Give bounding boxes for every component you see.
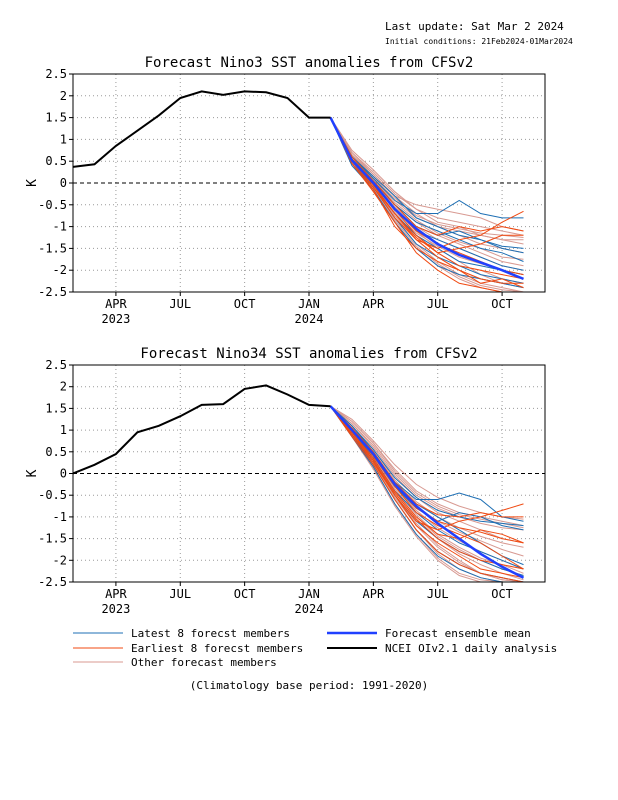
x-tick-label: APR [105,587,127,601]
other-member-line [330,117,524,241]
latest-member-line [330,117,524,284]
earliest-member-line [330,405,524,570]
x-tick-label: JUL [169,587,191,601]
other-member-line [330,117,524,236]
chart-title: Forecast Nino3 SST anomalies from CFSv2 [145,55,474,71]
y-tick-label: -2 [53,263,67,277]
other-member-line [330,405,524,527]
y-tick-label: 2 [60,89,67,103]
latest-member-line [330,117,524,254]
y-tick-label: -2 [53,553,67,567]
x-tick-label: OCT [491,297,513,311]
x-tick-label: JUL [169,297,191,311]
y-axis-label: K [25,179,40,187]
latest-member-line [330,405,524,522]
x-tick-year-label: 2023 [101,602,130,616]
x-tick-label: JUL [427,587,449,601]
y-tick-label: -0.5 [38,488,67,502]
other-member-line [330,117,524,292]
y-tick-label: -0.5 [38,198,67,212]
x-tick-year-label: 2023 [101,312,130,326]
latest-member-line [330,117,524,249]
legend-label: Earliest 8 forecst members [131,642,303,655]
chart-panel-2: Forecast Nino34 SST anomalies from CFSv2… [25,346,546,616]
last-update-text: Last update: Sat Mar 2 2024 [385,20,564,33]
y-tick-label: -2.5 [38,575,67,589]
chart-title: Forecast Nino34 SST anomalies from CFSv2 [140,346,477,362]
other-member-line [330,117,524,232]
observed-analysis-line [73,384,331,475]
x-tick-label: JAN [298,587,320,601]
y-tick-label: 2.5 [45,67,67,81]
legend-label: Forecast ensemble mean [385,627,531,640]
chart-panel-1: Forecast Nino3 SST anomalies from CFSv2 2… [25,55,546,326]
y-tick-label: -1 [53,510,67,524]
other-member-line [330,117,524,254]
earliest-member-line [330,405,524,579]
y-axis-label: K [25,469,40,477]
y-tick-label: -1.5 [38,532,67,546]
other-member-line [330,117,524,292]
y-tick-label: -1 [53,220,67,234]
x-tick-label: APR [363,587,385,601]
latest-member-line [330,405,524,582]
legend: Latest 8 forecst members Earliest 8 forec… [73,627,557,669]
earliest-member-line [330,117,524,292]
y-tick-label: 0.5 [45,154,67,168]
legend-entry: Other forecast members [73,656,277,669]
initial-conditions-text: Initial conditions: 21Feb2024-01Mar2024 [385,37,573,46]
y-tick-label: 0 [60,467,67,481]
latest-member-line [330,405,524,570]
x-tick-label: JUL [427,297,449,311]
y-tick-label: 1.5 [45,401,67,415]
earliest-member-line [330,117,524,236]
earliest-member-line [330,405,524,518]
legend-label: Other forecast members [131,656,277,669]
ensemble-mean-line [329,405,525,579]
other-member-line [330,117,524,238]
latest-member-line [330,117,524,219]
y-tick-label: 1 [60,132,67,146]
y-tick-label: 0 [60,176,67,190]
y-tick-label: -2.5 [38,285,67,299]
x-tick-label: OCT [234,297,256,311]
observed-analysis-line [73,90,331,168]
earliest-member-line [330,405,524,582]
earliest-member-line [330,117,524,289]
y-tick-label: -1.5 [38,241,67,255]
earliest-member-line [330,117,524,254]
y-tick-label: 1.5 [45,111,67,125]
y-tick-label: 1 [60,423,67,437]
x-tick-label: APR [363,297,385,311]
x-tick-label: JAN [298,297,320,311]
climatology-note: (Climatology base period: 1991-2020) [189,679,429,692]
x-tick-label: APR [105,297,127,311]
series-group [73,90,524,292]
legend-entry: Latest 8 forecst members [73,627,290,640]
x-tick-label: OCT [491,587,513,601]
x-tick-year-label: 2024 [295,602,324,616]
x-tick-year-label: 2024 [295,312,324,326]
y-tick-label: 2 [60,380,67,394]
latest-member-line [330,405,524,527]
other-member-line [330,405,524,544]
other-member-line [330,405,524,531]
ensemble-mean-line [329,117,524,281]
series-group [73,384,525,582]
legend-entry: Earliest 8 forecst members [73,642,303,655]
earliest-member-line [330,405,524,544]
legend-label: Latest 8 forecst members [131,627,290,640]
legend-label: NCEI OIv2.1 daily analysis [385,642,557,655]
legend-entry: NCEI OIv2.1 daily analysis [327,642,557,655]
y-tick-label: 2.5 [45,358,67,372]
other-member-line [330,117,524,245]
legend-entry: Forecast ensemble mean [327,627,531,640]
x-tick-label: OCT [234,587,256,601]
other-member-line [330,405,524,582]
y-tick-label: 0.5 [45,445,67,459]
other-member-line [330,117,524,292]
